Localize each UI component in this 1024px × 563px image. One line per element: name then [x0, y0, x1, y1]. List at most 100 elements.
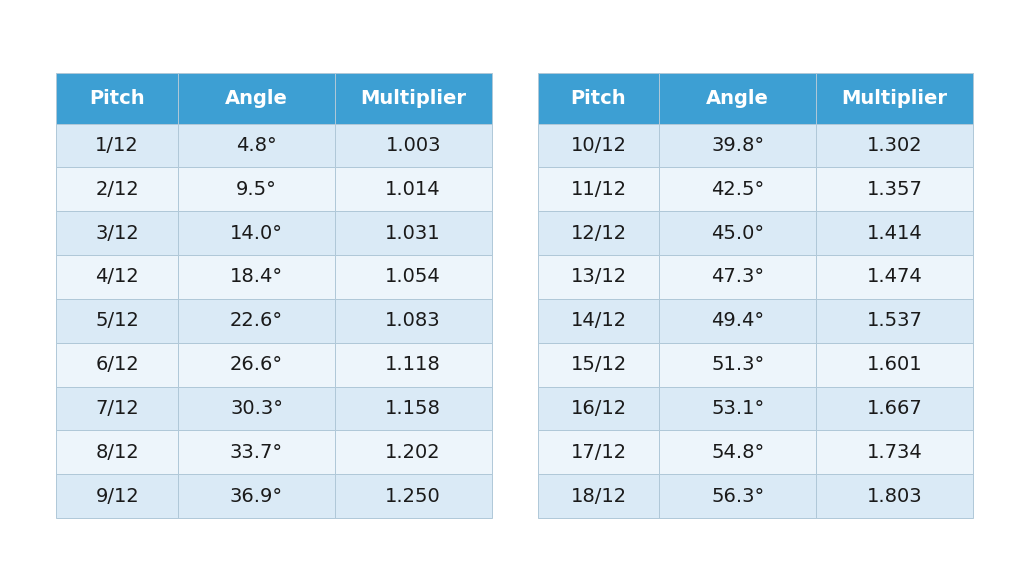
Text: 56.3°: 56.3° [711, 486, 765, 506]
Text: 1.054: 1.054 [385, 267, 441, 287]
Text: 4.8°: 4.8° [237, 136, 276, 155]
FancyBboxPatch shape [178, 299, 335, 343]
Text: 13/12: 13/12 [570, 267, 627, 287]
Text: 1.031: 1.031 [385, 224, 441, 243]
Text: 33.7°: 33.7° [230, 443, 283, 462]
Text: Angle: Angle [707, 89, 769, 108]
FancyBboxPatch shape [659, 299, 816, 343]
FancyBboxPatch shape [659, 255, 816, 299]
FancyBboxPatch shape [816, 255, 973, 299]
Text: 18.4°: 18.4° [230, 267, 283, 287]
Text: 42.5°: 42.5° [711, 180, 765, 199]
FancyBboxPatch shape [56, 211, 178, 255]
FancyBboxPatch shape [178, 343, 335, 387]
Text: Multiplier: Multiplier [360, 89, 466, 108]
Text: 8/12: 8/12 [95, 443, 139, 462]
Text: 51.3°: 51.3° [711, 355, 765, 374]
Text: 14/12: 14/12 [570, 311, 627, 330]
Text: Pitch: Pitch [89, 89, 145, 108]
FancyBboxPatch shape [538, 387, 659, 430]
FancyBboxPatch shape [538, 474, 659, 518]
FancyBboxPatch shape [335, 211, 492, 255]
FancyBboxPatch shape [659, 124, 816, 167]
Text: 1.734: 1.734 [866, 443, 923, 462]
FancyBboxPatch shape [335, 430, 492, 474]
FancyBboxPatch shape [335, 255, 492, 299]
FancyBboxPatch shape [56, 474, 178, 518]
Text: 1.158: 1.158 [385, 399, 441, 418]
Text: 1.537: 1.537 [866, 311, 923, 330]
Text: 1.414: 1.414 [866, 224, 923, 243]
Text: 45.0°: 45.0° [712, 224, 764, 243]
FancyBboxPatch shape [335, 299, 492, 343]
Text: 15/12: 15/12 [570, 355, 627, 374]
FancyBboxPatch shape [335, 124, 492, 167]
Text: 11/12: 11/12 [570, 180, 627, 199]
Text: 5/12: 5/12 [95, 311, 139, 330]
FancyBboxPatch shape [816, 343, 973, 387]
FancyBboxPatch shape [56, 299, 178, 343]
Text: 1.803: 1.803 [866, 486, 923, 506]
FancyBboxPatch shape [538, 73, 659, 124]
FancyBboxPatch shape [335, 387, 492, 430]
FancyBboxPatch shape [816, 73, 973, 124]
FancyBboxPatch shape [178, 474, 335, 518]
FancyBboxPatch shape [659, 387, 816, 430]
FancyBboxPatch shape [659, 343, 816, 387]
FancyBboxPatch shape [538, 124, 659, 167]
Text: 1.667: 1.667 [866, 399, 923, 418]
Text: 12/12: 12/12 [570, 224, 627, 243]
FancyBboxPatch shape [816, 474, 973, 518]
Text: 16/12: 16/12 [570, 399, 627, 418]
FancyBboxPatch shape [178, 387, 335, 430]
FancyBboxPatch shape [56, 387, 178, 430]
FancyBboxPatch shape [538, 299, 659, 343]
Text: Pitch: Pitch [570, 89, 627, 108]
Text: 1.474: 1.474 [866, 267, 923, 287]
FancyBboxPatch shape [335, 343, 492, 387]
Text: 10/12: 10/12 [570, 136, 627, 155]
FancyBboxPatch shape [538, 211, 659, 255]
Text: 30.3°: 30.3° [230, 399, 283, 418]
FancyBboxPatch shape [178, 73, 335, 124]
Text: 39.8°: 39.8° [712, 136, 764, 155]
Text: 9.5°: 9.5° [237, 180, 276, 199]
Text: 22.6°: 22.6° [230, 311, 283, 330]
Text: 1.118: 1.118 [385, 355, 441, 374]
Text: 1.083: 1.083 [385, 311, 441, 330]
FancyBboxPatch shape [178, 430, 335, 474]
Text: 1.014: 1.014 [385, 180, 441, 199]
Text: 3/12: 3/12 [95, 224, 139, 243]
Text: 1.003: 1.003 [385, 136, 441, 155]
FancyBboxPatch shape [56, 73, 178, 124]
Text: 9/12: 9/12 [95, 486, 139, 506]
FancyBboxPatch shape [56, 255, 178, 299]
FancyBboxPatch shape [178, 124, 335, 167]
Text: 1.250: 1.250 [385, 486, 441, 506]
Text: 7/12: 7/12 [95, 399, 139, 418]
FancyBboxPatch shape [335, 73, 492, 124]
Text: 2/12: 2/12 [95, 180, 139, 199]
Text: 1.357: 1.357 [866, 180, 923, 199]
FancyBboxPatch shape [816, 167, 973, 211]
FancyBboxPatch shape [816, 211, 973, 255]
Text: 1.302: 1.302 [866, 136, 923, 155]
FancyBboxPatch shape [659, 474, 816, 518]
FancyBboxPatch shape [816, 430, 973, 474]
Text: Multiplier: Multiplier [842, 89, 947, 108]
FancyBboxPatch shape [659, 73, 816, 124]
FancyBboxPatch shape [56, 124, 178, 167]
FancyBboxPatch shape [178, 211, 335, 255]
Text: 1.601: 1.601 [866, 355, 923, 374]
Text: 54.8°: 54.8° [711, 443, 765, 462]
Text: 6/12: 6/12 [95, 355, 139, 374]
Text: 36.9°: 36.9° [230, 486, 283, 506]
FancyBboxPatch shape [816, 299, 973, 343]
Text: Angle: Angle [225, 89, 288, 108]
FancyBboxPatch shape [56, 167, 178, 211]
FancyBboxPatch shape [659, 211, 816, 255]
FancyBboxPatch shape [816, 124, 973, 167]
FancyBboxPatch shape [178, 255, 335, 299]
Text: 18/12: 18/12 [570, 486, 627, 506]
FancyBboxPatch shape [538, 430, 659, 474]
